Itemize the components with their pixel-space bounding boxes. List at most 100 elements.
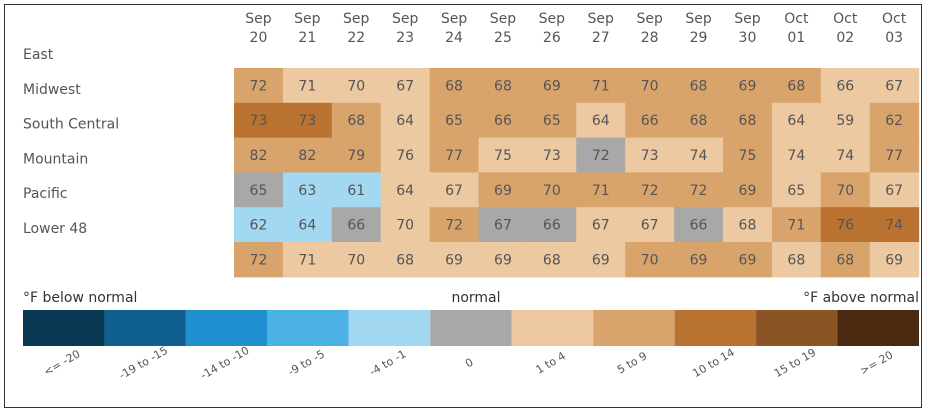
cell-value-label: 69 bbox=[739, 78, 757, 94]
cell-value-label: 59 bbox=[836, 113, 854, 129]
heatmap-cell bbox=[723, 242, 773, 278]
heatmap-cell bbox=[869, 207, 920, 243]
cell-value-label: 68 bbox=[494, 78, 512, 94]
heatmap-cell bbox=[234, 242, 284, 278]
heatmap-cell bbox=[723, 207, 773, 243]
cell-value-label: 71 bbox=[787, 218, 805, 234]
cell-value-label: 73 bbox=[543, 148, 561, 164]
cell-value-label: 67 bbox=[445, 183, 463, 199]
legend-bin-label: -19 to -15 bbox=[117, 344, 170, 382]
legend-bin-label: 5 to 9 bbox=[615, 349, 649, 376]
legend-swatch bbox=[267, 310, 349, 346]
heatmap-cell bbox=[674, 137, 724, 173]
cell-value-label: 76 bbox=[836, 218, 854, 234]
cell-value-label: 65 bbox=[787, 183, 805, 199]
heatmap-cell bbox=[820, 137, 871, 173]
heatmap-cell bbox=[234, 68, 284, 104]
date-day-label: 03 bbox=[885, 30, 903, 46]
heatmap-cell bbox=[771, 242, 822, 278]
heatmap-cell bbox=[478, 102, 528, 139]
heatmap-cell bbox=[820, 102, 871, 139]
heatmap-cell bbox=[869, 68, 920, 104]
heatmap-cell bbox=[380, 172, 431, 208]
cell-value-label: 71 bbox=[592, 78, 610, 94]
heatmap-cell bbox=[625, 68, 675, 104]
region-labels: East Midwest South Central Mountain Pacific L… bbox=[23, 47, 119, 237]
heatmap-cell bbox=[234, 172, 284, 208]
cell-value-label: 69 bbox=[739, 183, 757, 199]
heatmap-cell bbox=[331, 102, 382, 139]
legend-bin-label: >= 20 bbox=[858, 348, 896, 377]
cell-value-label: 76 bbox=[396, 148, 414, 164]
heatmap-cell bbox=[576, 242, 626, 278]
heatmap-cell bbox=[478, 68, 528, 104]
heatmap-cell bbox=[674, 172, 724, 208]
cell-value-label: 72 bbox=[250, 78, 268, 94]
heatmap-cell bbox=[234, 137, 284, 173]
cell-value-label: 66 bbox=[494, 113, 512, 129]
legend-bin-label: 1 to 4 bbox=[534, 349, 568, 376]
heatmap-cell bbox=[771, 207, 822, 243]
date-month-label: Sep bbox=[490, 11, 517, 27]
heatmap-cell bbox=[527, 68, 577, 104]
heatmap-cell bbox=[331, 242, 382, 278]
heatmap-cell bbox=[674, 68, 724, 104]
heatmap-cell bbox=[429, 68, 480, 104]
cell-value-label: 70 bbox=[543, 183, 561, 199]
date-month-label: Sep bbox=[636, 11, 663, 27]
cell-value-label: 61 bbox=[347, 183, 365, 199]
cell-value-label: 72 bbox=[250, 252, 268, 268]
date-month-label: Oct bbox=[784, 11, 809, 27]
heatmap-cell bbox=[380, 242, 431, 278]
heatmap-cell bbox=[625, 172, 675, 208]
cell-value-label: 67 bbox=[885, 183, 903, 199]
date-month-label: Sep bbox=[343, 11, 370, 27]
cell-value-label: 70 bbox=[836, 183, 854, 199]
legend-below-label: °F below normal bbox=[23, 290, 137, 306]
cell-value-label: 72 bbox=[690, 183, 708, 199]
heatmap-cell bbox=[820, 207, 871, 243]
date-day-label: 29 bbox=[690, 30, 708, 46]
cell-value-label: 69 bbox=[739, 252, 757, 268]
cell-value-label: 72 bbox=[445, 218, 463, 234]
cell-value-label: 74 bbox=[836, 148, 854, 164]
heatmap-cell bbox=[478, 172, 528, 208]
cell-value-label: 68 bbox=[787, 78, 805, 94]
cell-value-label: 71 bbox=[298, 252, 316, 268]
date-day-label: 23 bbox=[396, 30, 414, 46]
heatmap-cell bbox=[331, 68, 382, 104]
cell-value-label: 68 bbox=[347, 113, 365, 129]
heatmap-cell bbox=[282, 172, 333, 208]
cell-value-label: 68 bbox=[787, 252, 805, 268]
date-month-label: Sep bbox=[294, 11, 321, 27]
region-label: South Central bbox=[23, 117, 119, 133]
heatmap-cell bbox=[527, 207, 577, 243]
legend-swatch bbox=[104, 310, 186, 346]
cell-value-label: 67 bbox=[885, 78, 903, 94]
region-label: Mountain bbox=[23, 151, 88, 167]
heatmap-cell bbox=[674, 102, 724, 139]
heatmap-cell bbox=[771, 102, 822, 139]
heatmap-cell bbox=[380, 68, 431, 104]
legend-swatch bbox=[511, 310, 594, 346]
cell-value-label: 65 bbox=[250, 183, 268, 199]
date-day-label: 21 bbox=[298, 30, 316, 46]
heatmap-cell bbox=[331, 172, 382, 208]
cell-value-label: 68 bbox=[739, 218, 757, 234]
cell-value-label: 69 bbox=[592, 252, 610, 268]
heatmap-cell bbox=[723, 172, 773, 208]
cell-value-label: 71 bbox=[592, 183, 610, 199]
date-day-label: 30 bbox=[739, 30, 757, 46]
cell-value-label: 62 bbox=[250, 218, 268, 234]
heatmap-cell bbox=[331, 137, 382, 173]
cell-value-label: 66 bbox=[641, 113, 659, 129]
heatmap-cell bbox=[478, 207, 528, 243]
date-day-label: 20 bbox=[250, 30, 268, 46]
heatmap-cell bbox=[771, 68, 822, 104]
legend-swatch bbox=[348, 310, 431, 346]
cell-value-label: 64 bbox=[787, 113, 805, 129]
date-month-label: Sep bbox=[245, 11, 272, 27]
heatmap-cell bbox=[723, 137, 773, 173]
heatmap-cell bbox=[380, 102, 431, 139]
heatmap-cell bbox=[234, 207, 284, 243]
